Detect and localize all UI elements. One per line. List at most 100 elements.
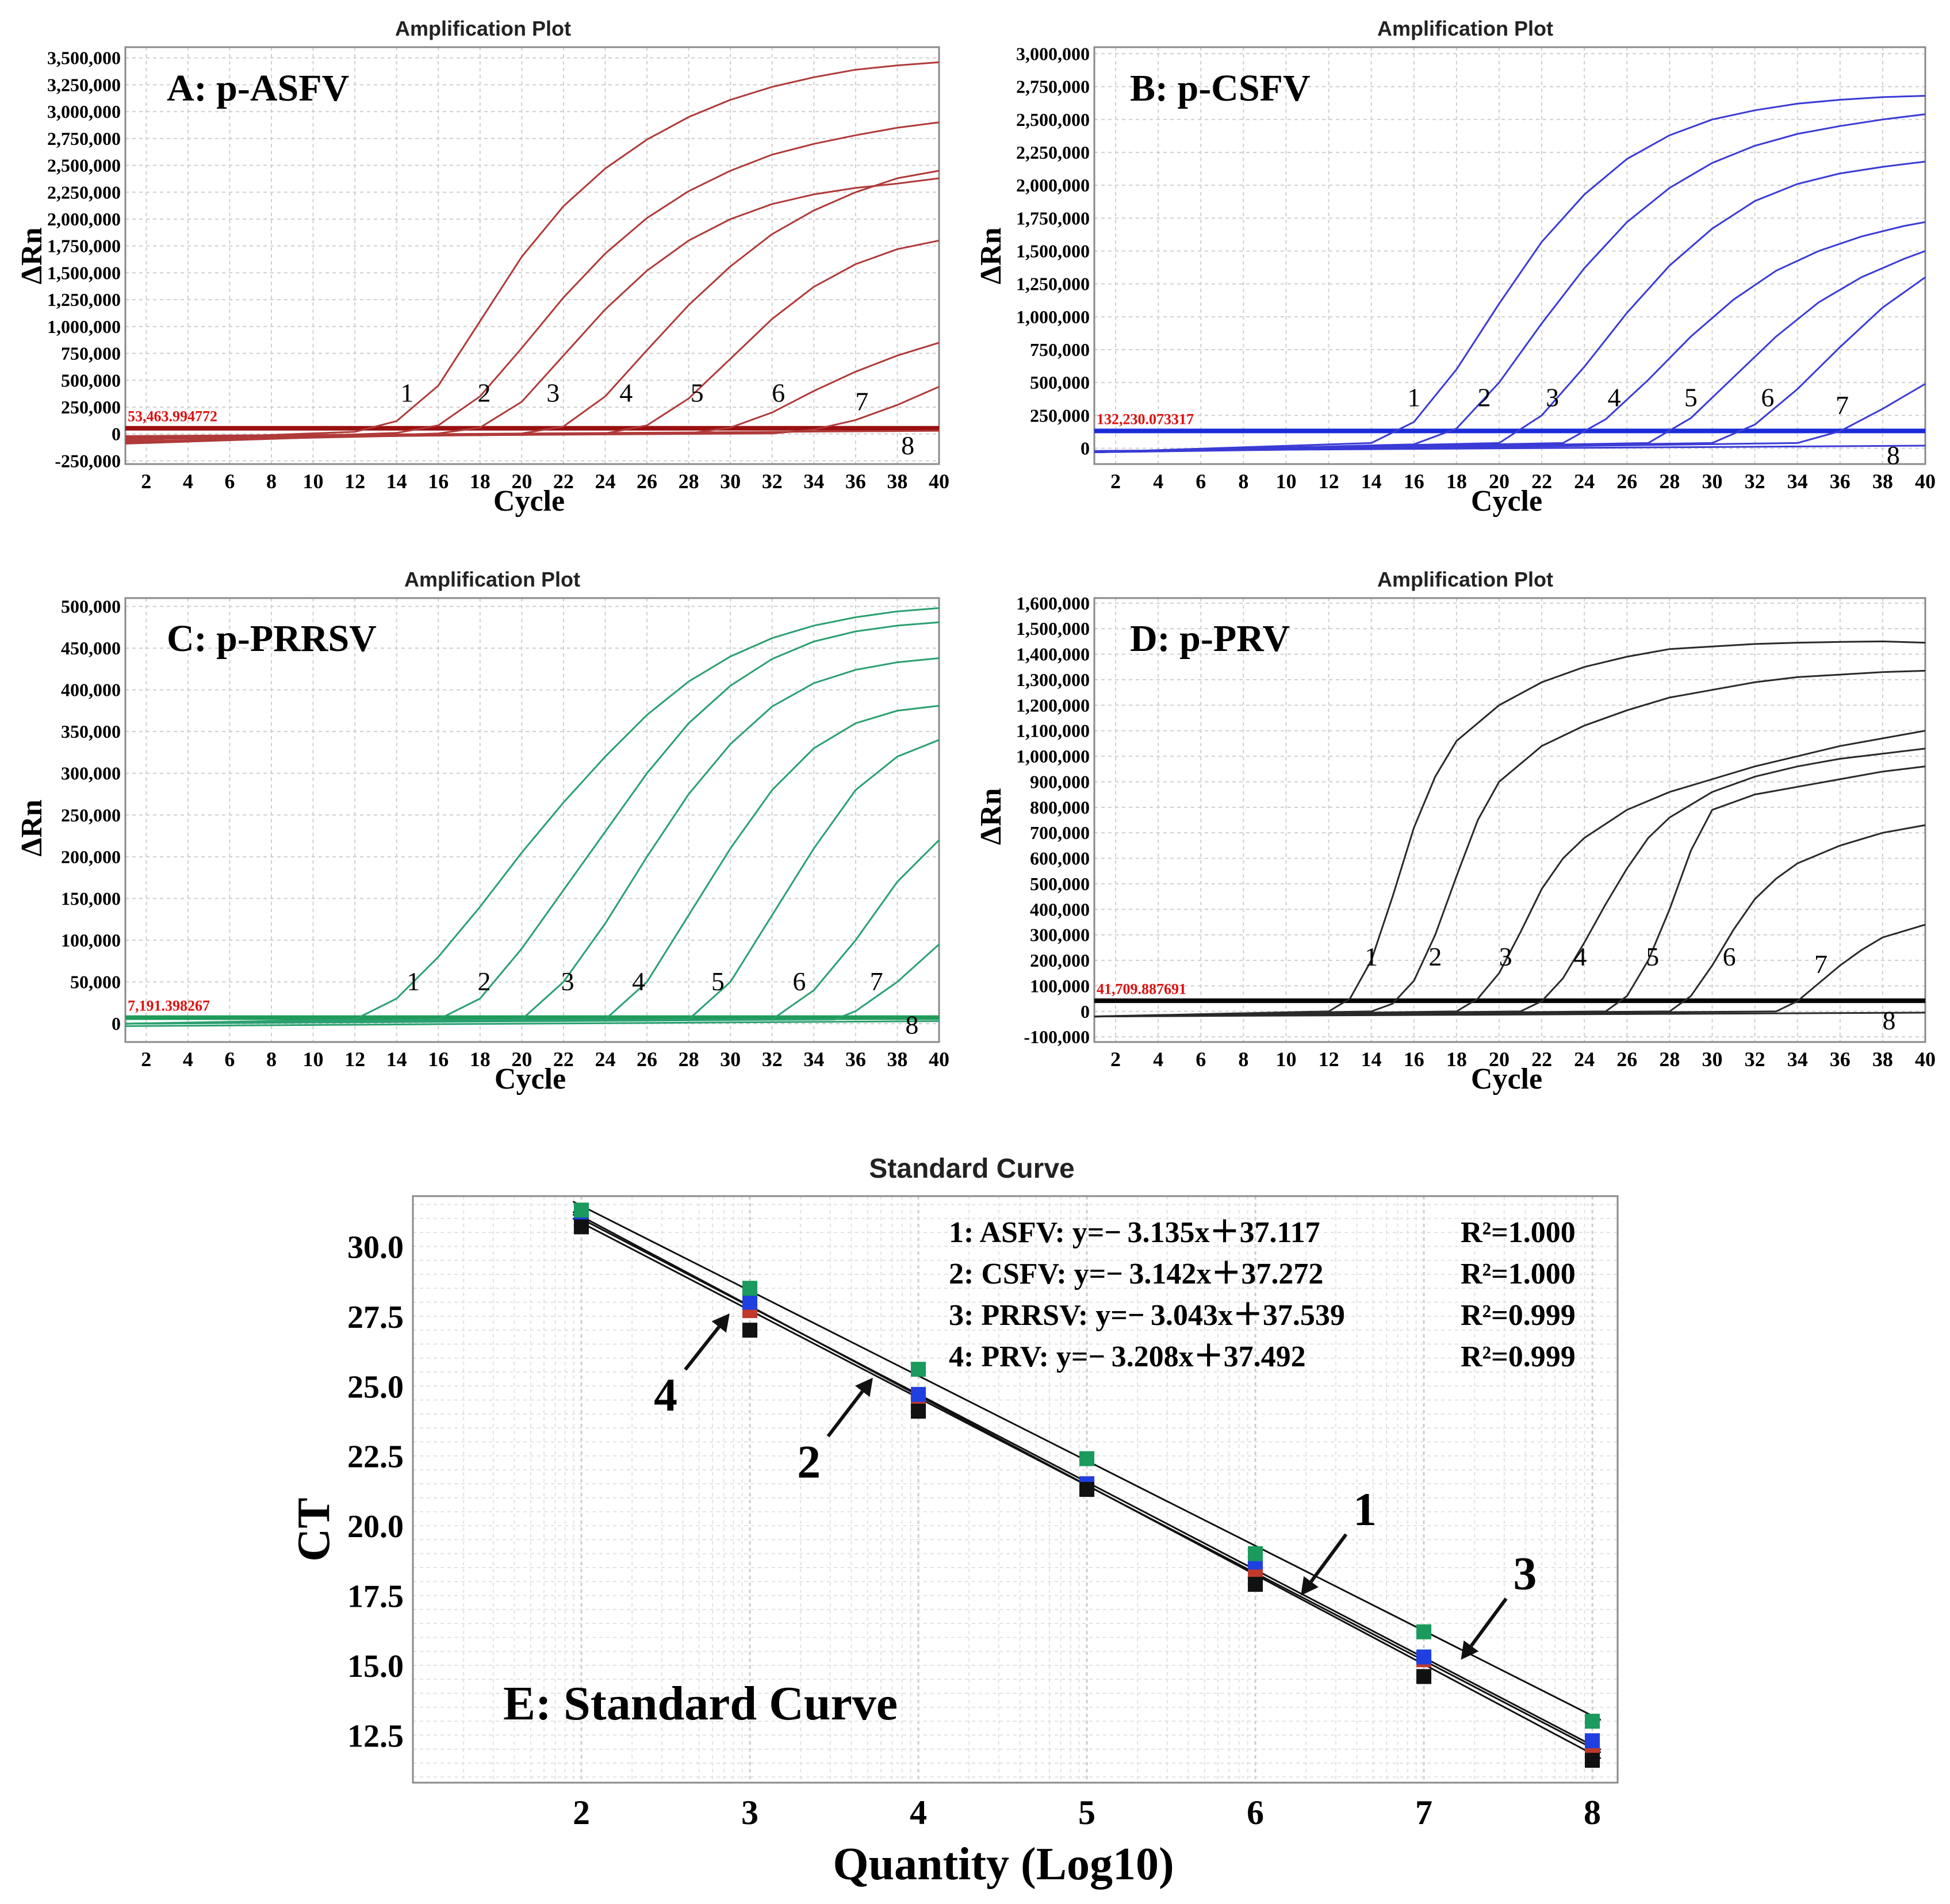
x-tick-label: 34 xyxy=(803,1048,824,1071)
amplification-curve-7 xyxy=(1094,924,1926,1018)
x-axis-label: Cycle xyxy=(1471,1063,1542,1095)
fit-r-squared: R²=0.999 xyxy=(1461,1340,1576,1373)
x-tick-label: 8 xyxy=(1238,1048,1248,1071)
y-tick-label: -100,000 xyxy=(1024,1026,1090,1047)
x-tick-label: 30 xyxy=(720,470,741,493)
y-tick-label: 1,500,000 xyxy=(1016,240,1090,261)
threshold-label: 41,709.887691 xyxy=(1097,980,1186,997)
y-axis-label: ΔRn xyxy=(975,788,1007,845)
x-tick-label: 36 xyxy=(1830,1048,1851,1071)
x-tick-label: 12 xyxy=(344,1048,365,1071)
fit-equation: 2: CSFV: y=− 3.142x＋37.272 xyxy=(949,1258,1323,1290)
y-tick-label: 1,500,000 xyxy=(1016,618,1090,639)
x-tick-label: 12 xyxy=(1319,1048,1339,1071)
amplification-curve-1 xyxy=(125,607,940,1025)
grid xyxy=(125,47,940,464)
x-tick-label: 20 xyxy=(511,470,532,493)
y-tick-label: 1,000,000 xyxy=(1016,746,1090,767)
y-tick-labels: 0 50,000 100,000 150,000 200,000 250,000 300,0… xyxy=(61,596,121,1035)
x-tick-label: 36 xyxy=(1830,470,1851,493)
x-tick-label: 32 xyxy=(1745,470,1765,493)
x-tick-label: 38 xyxy=(1872,470,1893,493)
curve-label: 4 xyxy=(619,378,633,408)
x-tick-label: 36 xyxy=(845,1048,866,1071)
x-tick-label: 3 xyxy=(741,1794,758,1832)
y-tick-label: 2,500,000 xyxy=(47,155,121,176)
fit-r-squared: R²=1.000 xyxy=(1461,1216,1576,1249)
x-tick-label: 28 xyxy=(1659,470,1680,493)
y-tick-label: 350,000 xyxy=(61,721,121,742)
curve-arrows: 4 2 1 3 xyxy=(654,1313,1537,1660)
plot-frame xyxy=(124,46,940,465)
panel-title: Standard Curve xyxy=(869,1154,1074,1184)
fit-equation: 3: PRRSV: y=− 3.043x＋37.539 xyxy=(949,1299,1345,1332)
x-tick-label: 6 xyxy=(224,1048,235,1071)
curve-label: 6 xyxy=(772,378,785,408)
x-tick-label: 32 xyxy=(762,470,783,493)
curve-label: 5 xyxy=(691,378,704,408)
x-tick-label: 14 xyxy=(1361,470,1382,493)
amplification-curve-3 xyxy=(125,657,940,1025)
curve-label: 7 xyxy=(870,967,883,996)
amplification-curve-6 xyxy=(1094,824,1926,1018)
x-tick-label: 5 xyxy=(1078,1794,1095,1832)
x-tick-label: 32 xyxy=(1745,1048,1765,1071)
curve-label: 1 xyxy=(407,967,420,996)
curve-label: 7 xyxy=(855,387,868,416)
curve-labels: 1 2 3 4 5 6 78 xyxy=(407,967,918,1039)
data-point-prv xyxy=(574,1219,589,1235)
y-tick-label: 600,000 xyxy=(1030,848,1090,869)
data-point-csfv xyxy=(1585,1733,1600,1749)
curve-label: 4 xyxy=(1573,942,1587,971)
y-tick-label: 1,300,000 xyxy=(1016,669,1090,690)
data-point-prv xyxy=(1416,1669,1432,1684)
amplification-curve-5 xyxy=(1094,250,1926,453)
panel-b-csfv-amplification: Amplification Plot 1 2 3 4 5 6 78 2 4 6 8 10 12 14 16… xyxy=(975,17,1936,518)
y-tick-label: 20.0 xyxy=(347,1509,404,1545)
data-point-prv xyxy=(742,1323,758,1338)
amplification-curve-8 xyxy=(125,1020,940,1027)
x-tick-label: 10 xyxy=(1275,1048,1296,1071)
y-tick-label: 50,000 xyxy=(70,972,121,993)
curve-labels: 1 2 3 4 5 6 78 xyxy=(400,378,914,461)
arrow-label: 1 xyxy=(1353,1483,1377,1535)
x-tick-label: 26 xyxy=(637,470,657,493)
y-tick-label: 22.5 xyxy=(347,1439,404,1475)
x-tick-label: 16 xyxy=(1404,1048,1424,1071)
y-tick-labels: 12.5 15.0 17.5 20.0 22.5 25.0 27.5 30.0 xyxy=(347,1229,404,1754)
curves xyxy=(125,61,940,445)
panel-title: Amplification Plot xyxy=(1377,17,1553,40)
x-axis-label: Cycle xyxy=(495,1063,566,1095)
arrow-head xyxy=(1461,1640,1479,1660)
arrow-shaft xyxy=(1469,1597,1508,1647)
y-tick-label: 0 xyxy=(1081,438,1090,459)
y-axis-label: ΔRn xyxy=(16,799,48,856)
y-tick-label: 1,750,000 xyxy=(47,236,121,256)
arrow-head xyxy=(711,1313,730,1333)
curves xyxy=(1094,95,1926,453)
x-tick-label: 8 xyxy=(266,1048,277,1071)
data-point-csfv xyxy=(911,1386,926,1402)
x-tick-label: 10 xyxy=(1275,470,1296,493)
y-tick-label: 1,600,000 xyxy=(1016,593,1090,614)
x-tick-label: 26 xyxy=(1616,470,1637,493)
curve-label: 1 xyxy=(1365,942,1378,971)
panel-label: C: p-PRRSV xyxy=(167,618,377,660)
fit-equations: 1: ASFV: y=− 3.135x＋37.117 R²=1.000 2: CSF… xyxy=(949,1216,1576,1373)
data-point-prrsv xyxy=(1079,1451,1095,1466)
panel-label: B: p-CSFV xyxy=(1130,67,1311,109)
amplification-curve-8 xyxy=(1094,445,1926,452)
x-tick-label: 22 xyxy=(553,470,574,493)
curve-label: 8 xyxy=(905,1010,918,1039)
data-point-prv xyxy=(911,1404,926,1419)
x-tick-labels: 2 3 4 5 6 7 8 xyxy=(573,1794,1601,1832)
plot-frame xyxy=(412,1195,1619,1784)
x-tick-label: 10 xyxy=(303,1048,324,1071)
y-tick-label: 0 xyxy=(112,1013,121,1034)
x-tick-label: 2 xyxy=(1110,1048,1121,1071)
amplification-curve-1 xyxy=(125,61,940,442)
y-tick-label: 2,250,000 xyxy=(1016,142,1090,163)
x-tick-label: 4 xyxy=(1153,1048,1163,1071)
fit-r-squared: R²=1.000 xyxy=(1461,1258,1576,1290)
